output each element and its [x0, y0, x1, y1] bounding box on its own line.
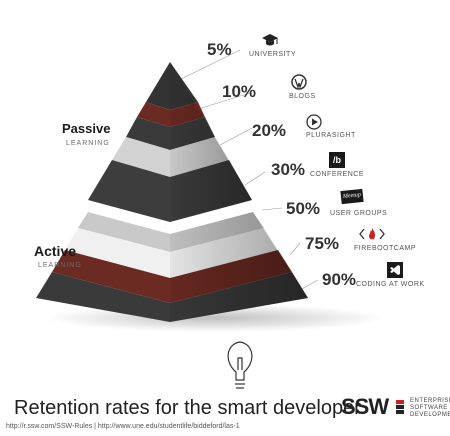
graduation-cap-icon — [262, 34, 278, 46]
active-label: Active — [34, 243, 77, 259]
tier-name-user-groups: USER GROUPS — [330, 210, 388, 217]
build-icon: /b — [329, 152, 345, 168]
ssw-logo-mark — [396, 400, 404, 414]
infographic-title: Retention rates for the smart developer — [14, 397, 361, 419]
lower-pyramid — [36, 212, 308, 322]
lightbulb-icon — [227, 341, 253, 389]
footer-links: http://r.ssw.com/SSW-Rules | http://www.… — [6, 423, 240, 430]
passive-sublabel: LEARNING — [66, 140, 110, 147]
tier-percent-plurasight: 20% — [252, 121, 287, 140]
play-icon — [306, 114, 322, 130]
connector-lines — [174, 49, 319, 291]
passive-label: Passive — [62, 121, 111, 136]
tier-name-firebootcamp: FIREBOOTCAMP — [354, 245, 417, 252]
upper-pyramid — [88, 62, 252, 222]
tier-name-coding-at-work: CODING AT WORK — [356, 281, 425, 288]
tier-percent-university: 5% — [207, 40, 232, 59]
tier-name-conference: CONFERENCE — [310, 171, 365, 178]
tier-name-blogs: BLOGS — [289, 93, 316, 100]
ssw-tagline-line: DEVELOPMENT — [410, 412, 450, 418]
tier-percent-user-groups: 50% — [286, 199, 321, 218]
ssw-tagline-line: SOFTWARE — [410, 405, 448, 411]
wordpress-icon — [291, 74, 307, 90]
meetup-icon: Meetup — [340, 188, 364, 205]
ssw-logo: SSW — [341, 394, 389, 419]
upper-right-shade — [170, 62, 252, 222]
active-sublabel: LEARNING — [38, 262, 82, 269]
ssw-tagline-line: ENTERPRISE — [410, 398, 450, 404]
tier-percent-blogs: 10% — [222, 82, 257, 101]
tier-name-university: UNIVERSITY — [249, 51, 297, 58]
tier-percent-coding-at-work: 90% — [322, 270, 357, 289]
flame-code-icon — [359, 228, 385, 240]
tier-percent-conference: 30% — [271, 160, 306, 179]
tier-percent-firebootcamp: 75% — [305, 234, 340, 253]
visual-studio-icon — [387, 262, 403, 278]
tier-name-plurasight: PLURASIGHT — [306, 132, 356, 139]
ssw-tagline: ENTERPRISE SOFTWARE DEVELOPMENT — [410, 398, 450, 419]
lower-right-shade — [170, 212, 308, 322]
